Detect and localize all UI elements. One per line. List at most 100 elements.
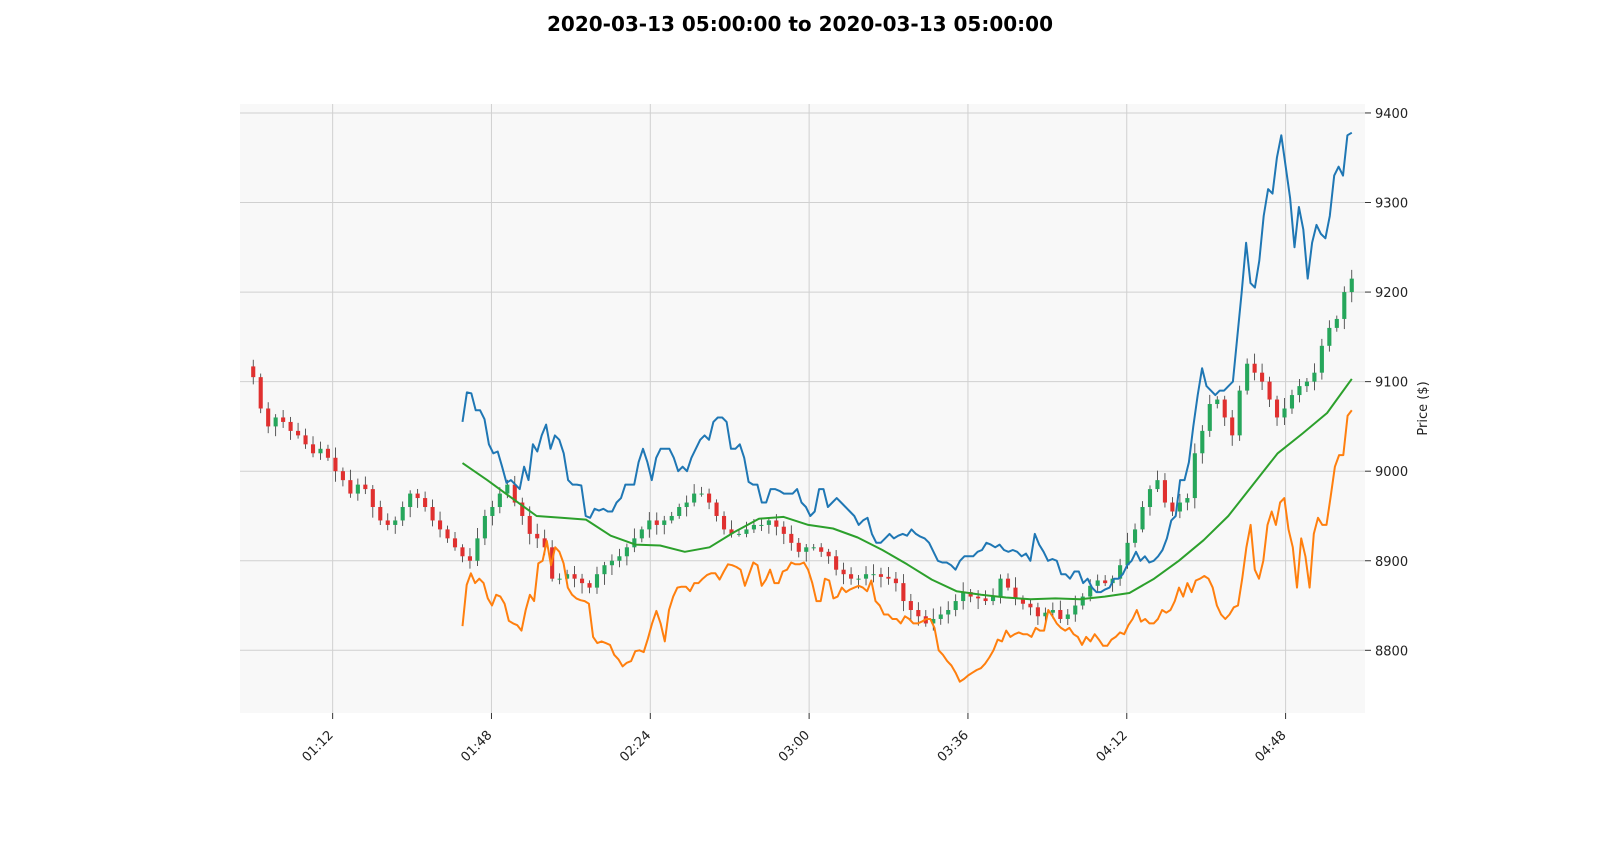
candle-up bbox=[497, 493, 502, 508]
y-tick-label: 9400 bbox=[1375, 107, 1408, 122]
candle-down bbox=[1013, 587, 1018, 599]
candle-down bbox=[1035, 607, 1040, 617]
candle-down bbox=[385, 520, 390, 525]
candle-down bbox=[1058, 610, 1063, 619]
x-tick-label: 03:00 bbox=[776, 728, 813, 765]
candle-down bbox=[535, 533, 540, 539]
candle-up bbox=[273, 417, 278, 427]
candle-up bbox=[1080, 596, 1085, 606]
candle-up bbox=[938, 614, 943, 619]
candle-down bbox=[348, 480, 353, 494]
candle-down bbox=[303, 435, 308, 445]
candle-up bbox=[617, 556, 622, 561]
candle-up bbox=[475, 538, 480, 561]
candle-down bbox=[1020, 598, 1026, 604]
candle-up bbox=[1118, 565, 1123, 579]
candle-down bbox=[886, 576, 891, 579]
candle-down bbox=[467, 556, 473, 561]
candle-down bbox=[878, 574, 884, 577]
y-tick-label: 9000 bbox=[1375, 465, 1408, 480]
candle-down bbox=[460, 547, 465, 557]
candle-up bbox=[1282, 408, 1287, 418]
candle-up bbox=[662, 520, 667, 525]
candle-down bbox=[774, 520, 779, 527]
x-tick-label: 01:12 bbox=[300, 728, 337, 765]
plot-area bbox=[240, 104, 1365, 713]
candle-down bbox=[378, 507, 383, 521]
candle-up bbox=[647, 520, 652, 530]
candle-up bbox=[1088, 585, 1093, 597]
x-tick-label: 04:48 bbox=[1252, 728, 1289, 765]
indicator-line-3 bbox=[461, 378, 1353, 601]
candle-up bbox=[863, 574, 869, 579]
candle-down bbox=[281, 417, 286, 422]
candle-down bbox=[579, 578, 585, 584]
candle-up bbox=[602, 565, 607, 575]
candle-up bbox=[1319, 345, 1324, 373]
candle-up bbox=[505, 484, 510, 494]
y-axis-label: Price ($) bbox=[1416, 381, 1431, 435]
candle-down bbox=[415, 493, 420, 499]
candle-down bbox=[520, 502, 525, 516]
x-tick-label: 04:12 bbox=[1094, 728, 1131, 765]
candle-up bbox=[759, 524, 764, 526]
candle-up bbox=[744, 529, 749, 534]
candle-up bbox=[804, 547, 809, 552]
candle-up bbox=[684, 502, 689, 508]
candle-up bbox=[946, 610, 951, 615]
candle-up bbox=[1327, 327, 1332, 346]
candle-down bbox=[901, 583, 906, 602]
y-tick-label: 8900 bbox=[1375, 555, 1408, 570]
candle-up bbox=[998, 578, 1003, 597]
candle-up bbox=[1192, 453, 1197, 499]
candle-down bbox=[916, 610, 921, 617]
candle-down bbox=[834, 556, 839, 570]
candle-down bbox=[908, 601, 913, 611]
candle-down bbox=[1230, 417, 1235, 436]
candle-up bbox=[1073, 605, 1078, 615]
candle-down bbox=[654, 520, 659, 525]
candle-up bbox=[766, 520, 771, 525]
x-tick-label: 01:48 bbox=[458, 728, 495, 765]
candle-down bbox=[452, 538, 458, 548]
candle-down bbox=[288, 421, 293, 431]
candle-up bbox=[669, 515, 674, 521]
candle-down bbox=[251, 366, 256, 378]
candle-up bbox=[1155, 480, 1160, 490]
candle-up bbox=[565, 574, 570, 579]
candle-up bbox=[811, 547, 816, 549]
candle-up bbox=[699, 493, 704, 495]
chart-title: 2020-03-13 05:00:00 to 2020-03-13 05:00:… bbox=[547, 12, 1053, 36]
candle-up bbox=[991, 596, 996, 602]
candle-up bbox=[609, 560, 614, 566]
candle-down bbox=[826, 551, 831, 557]
candle-up bbox=[692, 493, 697, 503]
candle-up bbox=[961, 592, 966, 602]
x-tick-label: 02:24 bbox=[617, 728, 654, 765]
grid-lines bbox=[240, 104, 1365, 713]
candle-up bbox=[871, 574, 876, 576]
y-tick-label: 9200 bbox=[1375, 286, 1408, 301]
candle-down bbox=[968, 592, 973, 597]
candle-down bbox=[430, 507, 435, 521]
candle-up bbox=[1177, 502, 1182, 512]
candle-up bbox=[1132, 529, 1138, 543]
candle-up bbox=[490, 507, 495, 516]
candle-down bbox=[796, 542, 801, 552]
candle-up bbox=[355, 484, 360, 494]
candle-down bbox=[1222, 399, 1227, 418]
candle-up bbox=[408, 493, 413, 508]
candle-up bbox=[632, 538, 637, 548]
candle-up bbox=[856, 578, 861, 580]
candle-up bbox=[1245, 363, 1250, 391]
candle-up bbox=[1342, 292, 1347, 319]
candle-down bbox=[707, 493, 712, 503]
candle-down bbox=[325, 448, 331, 458]
candle-down bbox=[781, 526, 786, 534]
plot-background bbox=[240, 104, 1365, 713]
candle-down bbox=[729, 529, 734, 534]
candle-down bbox=[1162, 480, 1167, 503]
candle-down bbox=[423, 498, 428, 508]
candle-up bbox=[594, 574, 600, 588]
